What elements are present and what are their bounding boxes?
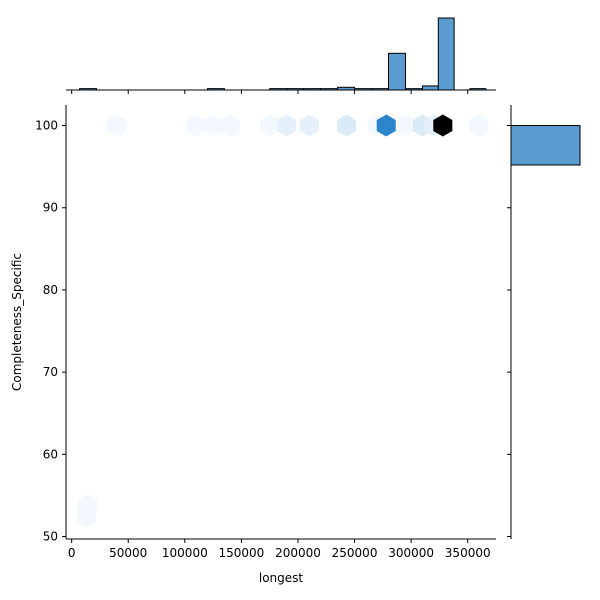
y-tick-label: 70 — [43, 365, 58, 379]
y-hist-bar — [510, 125, 581, 166]
hexbin — [299, 114, 319, 137]
x-tick-label: 200000 — [275, 546, 321, 560]
x-tick-label: 100000 — [162, 546, 208, 560]
x-hist-bar — [388, 52, 406, 91]
x-tick-label: 350000 — [445, 546, 491, 560]
y-tick-label: 60 — [43, 447, 58, 461]
hexbin-layer — [76, 114, 489, 527]
y-tick-label: 90 — [43, 201, 58, 215]
x-axis-label: longest — [259, 571, 304, 585]
y-tick-label: 100 — [35, 119, 58, 133]
hexbin — [77, 494, 98, 517]
hexbin — [107, 114, 127, 137]
x-tick-label: 150000 — [218, 546, 264, 560]
y-tick-label: 50 — [43, 530, 58, 544]
x-tick-label: 300000 — [388, 546, 434, 560]
hexbin — [220, 114, 240, 137]
x-tick-label: 50000 — [109, 546, 147, 560]
x-tick-label: 0 — [68, 546, 76, 560]
hexbin — [203, 114, 223, 137]
x-hist-bar — [421, 85, 439, 91]
y-axis-label: Completeness_Specific — [10, 253, 24, 391]
y-marginal-histogram — [507, 105, 581, 539]
hexbin — [277, 114, 297, 137]
x-marginal-histogram — [66, 17, 496, 94]
hexbin — [337, 114, 357, 137]
y-tick-label: 80 — [43, 283, 58, 297]
hexbin — [469, 114, 489, 137]
hexbin — [376, 114, 396, 137]
hexbin — [186, 114, 206, 137]
hexbin — [395, 114, 415, 137]
x-tick-label: 250000 — [332, 546, 378, 560]
axes: 0 50000 100000 150000 200000 250000 300000 3500… — [35, 105, 496, 560]
hexbin — [260, 114, 280, 137]
x-hist-bar — [437, 17, 455, 91]
hexbin — [433, 114, 453, 137]
